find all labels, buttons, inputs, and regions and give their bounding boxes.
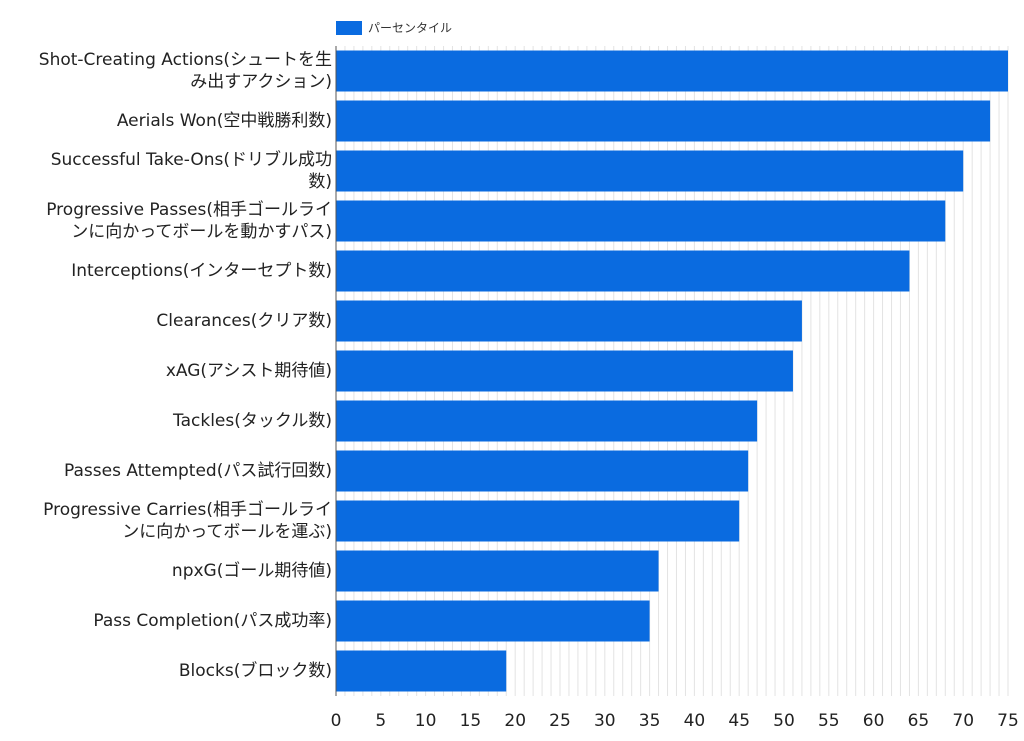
bar [336,350,793,392]
x-tick-label: 65 [908,711,930,731]
category-label-line: Successful Take-Ons(ドリブル成功 [50,150,332,170]
x-tick-label: 50 [773,711,795,731]
x-tick-label: 30 [594,711,616,731]
category-label-text: Successful Take-Ons(ドリブル成功 数) [51,149,332,193]
category-label-text: Interceptions(インターセプト数) [71,260,332,282]
x-tick-label: 60 [863,711,885,731]
legend-swatch [336,20,362,35]
x-tick-label: 5 [375,711,386,731]
category-label: Interceptions(インターセプト数) [0,260,332,282]
category-label-line: Progressive Carries(相手ゴールライ [43,500,332,520]
category-label-text: Progressive Carries(相手ゴールライ ンに向かってボールを運ぶ) [43,499,332,543]
category-label-text: Pass Completion(パス成功率) [93,610,332,632]
category-label-line: Blocks(ブロック数) [178,661,332,681]
bar [336,450,749,492]
category-label: Blocks(ブロック数) [0,660,332,682]
category-label: Tackles(タックル数) [0,410,332,432]
x-tick-label: 25 [549,711,571,731]
category-label-text: npxG(ゴール期待値) [172,560,332,582]
x-tick-label: 40 [684,711,706,731]
category-label-line: Progressive Passes(相手ゴールライ [46,200,332,220]
category-label-text: Shot-Creating Actions(シュートを生 み出すアクション) [39,49,332,93]
category-label-line: み出すアクション) [190,72,332,92]
category-label-line: npxG(ゴール期待値) [171,561,332,581]
bar [336,550,659,592]
category-label-text: Blocks(ブロック数) [179,660,332,682]
bar [336,250,910,292]
x-tick-label: 55 [818,711,840,731]
category-label: npxG(ゴール期待値) [0,560,332,582]
legend-label: パーセンタイル [368,21,453,35]
category-label: Aerials Won(空中戦勝利数) [0,110,332,132]
category-label-line: Interceptions(インターセプト数) [71,261,332,281]
bar [336,150,964,192]
x-tick-label: 20 [504,711,526,731]
category-label-line: Clearances(クリア数) [156,311,332,331]
category-label-line: ンに向かってボールを動かすパス) [71,222,332,242]
bar [336,100,991,142]
category-label: xAG(アシスト期待値) [0,360,332,382]
category-label-line: Tackles(タックル数) [173,411,332,431]
bar [336,400,758,442]
bar [336,50,1008,92]
category-label-line: Shot-Creating Actions(シュートを生 [38,50,332,70]
category-label: Progressive Passes(相手ゴールライ ンに向かってボールを動かすパ… [0,199,332,243]
x-tick-label: 35 [639,711,661,731]
bar [336,500,740,542]
x-tick-label: 45 [728,711,750,731]
category-label-line: Pass Completion(パス成功率) [93,611,332,631]
category-label-line: Passes Attempted(パス試行回数) [64,461,332,481]
category-label: Shot-Creating Actions(シュートを生 み出すアクション) [0,49,332,93]
x-tick-label: 70 [952,711,974,731]
category-label-text: Passes Attempted(パス試行回数) [64,460,332,482]
x-tick-label: 0 [331,711,342,731]
category-label-text: Aerials Won(空中戦勝利数) [117,110,332,132]
category-label-text: xAG(アシスト期待値) [166,360,332,382]
category-label-line: 数) [308,172,332,192]
bar [336,650,507,692]
category-label: Pass Completion(パス成功率) [0,610,332,632]
legend: パーセンタイル [336,19,452,36]
category-label-text: Tackles(タックル数) [173,410,332,432]
category-label: Clearances(クリア数) [0,310,332,332]
category-label-line: ンに向かってボールを運ぶ) [122,522,332,542]
bar [336,600,650,642]
category-label-text: Progressive Passes(相手ゴールライ ンに向かってボールを動かすパ… [46,199,332,243]
x-tick-label: 10 [415,711,437,731]
category-label-text: Clearances(クリア数) [156,310,332,332]
bar [336,300,802,342]
category-label: Passes Attempted(パス試行回数) [0,460,332,482]
category-label-line: xAG(アシスト期待値) [165,361,332,381]
category-label: Progressive Carries(相手ゴールライ ンに向かってボールを運ぶ) [0,499,332,543]
category-label-line: Aerials Won(空中戦勝利数) [116,111,332,131]
category-label: Successful Take-Ons(ドリブル成功 数) [0,149,332,193]
x-tick-label: 75 [997,711,1019,731]
x-tick-label: 15 [460,711,482,731]
bar [336,200,946,242]
